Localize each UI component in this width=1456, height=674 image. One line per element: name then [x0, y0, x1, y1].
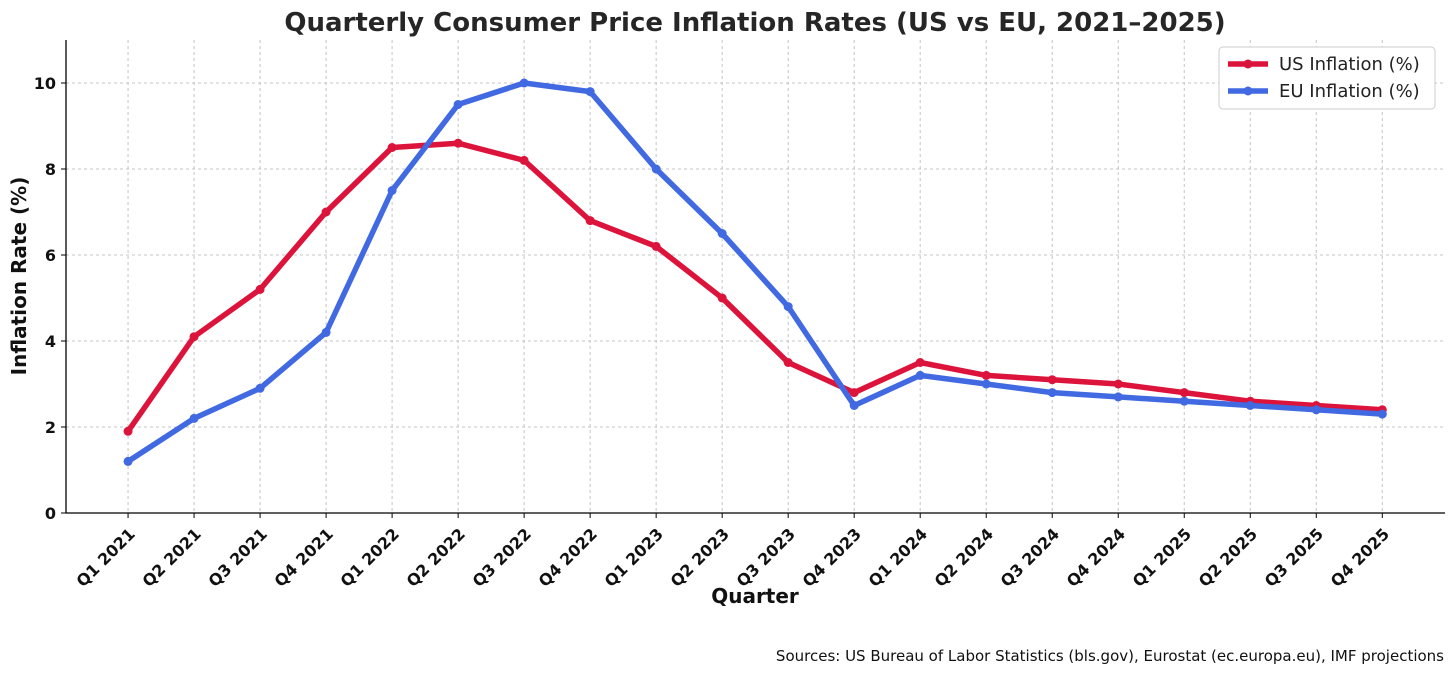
data-point: [717, 293, 727, 303]
legend-marker: [1243, 86, 1253, 96]
chart-title: Quarterly Consumer Price Inflation Rates…: [284, 8, 1225, 38]
x-tick-label: Q2 2021: [139, 524, 205, 590]
legend-box: [1218, 46, 1436, 110]
x-tick-label: Q2 2025: [1195, 524, 1261, 590]
data-point: [387, 186, 397, 195]
gridlines: [66, 40, 1445, 513]
data-point: [1113, 392, 1123, 402]
x-tick-label: Q3 2023: [733, 524, 799, 590]
data-point: [1179, 396, 1189, 406]
x-tick-label: Q4 2024: [1063, 524, 1129, 590]
data-point: [981, 379, 991, 389]
data-point: [651, 164, 661, 174]
data-point: [849, 388, 859, 398]
series-lines: [123, 78, 1387, 466]
data-point: [915, 358, 925, 367]
x-tick-label: Q1 2023: [601, 524, 667, 590]
data-point: [1179, 388, 1189, 398]
y-tick-label: 0: [45, 504, 56, 523]
data-point: [453, 138, 463, 148]
x-tick-label: Q2 2022: [403, 524, 469, 590]
x-tick-label: Q3 2022: [469, 524, 535, 590]
data-point: [651, 241, 661, 251]
x-tick-label: Q4 2023: [799, 524, 865, 590]
data-point: [321, 207, 331, 217]
data-point: [123, 456, 133, 466]
data-point: [1311, 405, 1321, 415]
y-tick-label: 8: [45, 160, 56, 179]
x-tick-label: Q2 2024: [931, 524, 997, 590]
data-point: [453, 100, 463, 109]
data-point: [1047, 375, 1057, 385]
y-tick-labels: 0 2 4 6 8 10: [34, 74, 66, 523]
data-point: [849, 401, 859, 410]
x-tick-label: Q1 2025: [1129, 524, 1195, 590]
data-point: [783, 358, 793, 367]
data-point: [321, 327, 331, 337]
data-point: [783, 302, 793, 312]
y-tick-label: 4: [45, 332, 56, 351]
y-tick-label: 2: [45, 418, 56, 437]
data-point: [255, 383, 265, 393]
x-tick-label: Q3 2024: [997, 524, 1063, 590]
data-point: [915, 370, 925, 380]
x-tick-label: Q3 2025: [1261, 524, 1327, 590]
legend: US Inflation (%) EU Inflation (%): [1218, 46, 1436, 110]
legend-label: EU Inflation (%): [1279, 81, 1420, 102]
x-tick-label: Q4 2021: [271, 524, 337, 590]
data-point: [585, 216, 595, 226]
x-tick-label: Q2 2023: [667, 524, 733, 590]
x-tick-labels: Q1 2021 Q2 2021 Q3 2021 Q4 2021 Q1 2022 Q2 20…: [73, 513, 1393, 591]
data-point: [585, 87, 595, 97]
y-tick-label: 6: [45, 246, 56, 265]
data-point: [717, 229, 727, 238]
x-tick-label: Q1 2022: [337, 524, 403, 590]
series-line: [125, 140, 1386, 435]
source-annotation: Sources: US Bureau of Labor Statistics (…: [776, 647, 1444, 665]
x-tick-label: Q3 2021: [205, 524, 271, 590]
data-point: [189, 413, 199, 423]
data-point: [387, 143, 397, 152]
data-point: [519, 155, 529, 165]
legend-label: US Inflation (%): [1279, 54, 1420, 75]
x-tick-label: Q1 2021: [73, 524, 139, 590]
data-point: [1377, 409, 1387, 419]
data-point: [519, 78, 529, 88]
x-tick-label: Q4 2025: [1327, 524, 1393, 590]
data-point: [1245, 401, 1255, 410]
x-tick-label: Q1 2024: [865, 524, 931, 590]
x-tick-label: Q4 2022: [535, 524, 601, 590]
axes: [65, 40, 1445, 514]
y-tick-label: 10: [34, 74, 56, 93]
series-eu: [123, 78, 1387, 466]
data-point: [981, 370, 991, 380]
series-line: [125, 80, 1386, 465]
data-point: [1047, 388, 1057, 398]
data-point: [255, 284, 265, 294]
data-point: [1113, 379, 1123, 389]
legend-marker: [1243, 59, 1253, 69]
y-axis-label: Inflation Rate (%): [7, 177, 31, 376]
data-point: [123, 426, 133, 436]
x-axis-label: Quarter: [711, 584, 799, 608]
data-point: [189, 332, 199, 342]
series-us: [123, 138, 1387, 436]
